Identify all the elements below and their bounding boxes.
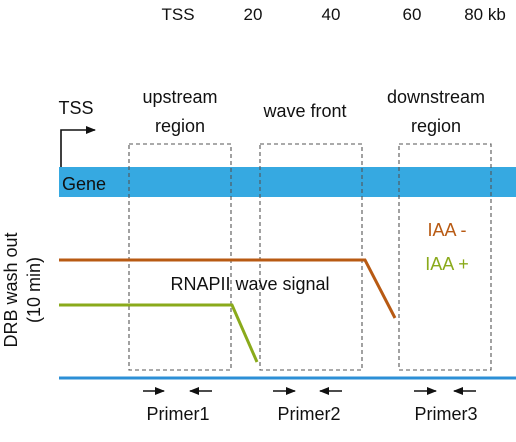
upstream-region-label-line2: region [155, 116, 205, 136]
legend: IAA - IAA + [425, 220, 469, 274]
iaa-plus-signal-line [59, 303, 259, 363]
primer3-label: Primer3 [414, 404, 477, 424]
scale-label-40: 40 [322, 5, 341, 24]
scale-label-20: 20 [244, 5, 263, 24]
iaa-minus-signal-line [59, 258, 397, 319]
primer2-label: Primer2 [277, 404, 340, 424]
tss-label: TSS [58, 98, 93, 118]
y-axis-label: DRB wash out (10 min) [1, 232, 44, 347]
gene-bar [59, 167, 516, 197]
y-axis-label-line1: DRB wash out [1, 232, 21, 347]
downstream-region-label-line1: downstream [387, 87, 485, 107]
wave-front-region-box [259, 143, 363, 371]
tss-arrow-icon [60, 126, 96, 168]
upstream-region-label-line1: upstream [142, 87, 217, 107]
y-axis-label-line2: (10 min) [24, 257, 44, 323]
gene-label: Gene [62, 174, 106, 194]
scale-label-80kb: 80 kb [464, 5, 506, 24]
primer1-label: Primer1 [146, 404, 209, 424]
downstream-region-box [398, 143, 492, 371]
legend-iaa-plus: IAA + [425, 254, 469, 274]
scale-label-60: 60 [403, 5, 422, 24]
legend-iaa-minus: IAA - [427, 220, 466, 240]
primer-labels: Primer1 Primer2 Primer3 [146, 404, 477, 424]
rnapii-wave-signal-label: RNAPII wave signal [170, 274, 329, 294]
region-labels: upstream region wave front downstream re… [142, 87, 485, 136]
distance-scale: TSS 20 40 60 80 kb [161, 5, 505, 24]
scale-label-tss: TSS [161, 5, 194, 24]
region-boxes [128, 143, 492, 371]
upstream-region-box [128, 143, 232, 371]
wave-front-label: wave front [262, 101, 346, 121]
downstream-region-label-line2: region [411, 116, 461, 136]
tss-marker: TSS [58, 98, 96, 168]
